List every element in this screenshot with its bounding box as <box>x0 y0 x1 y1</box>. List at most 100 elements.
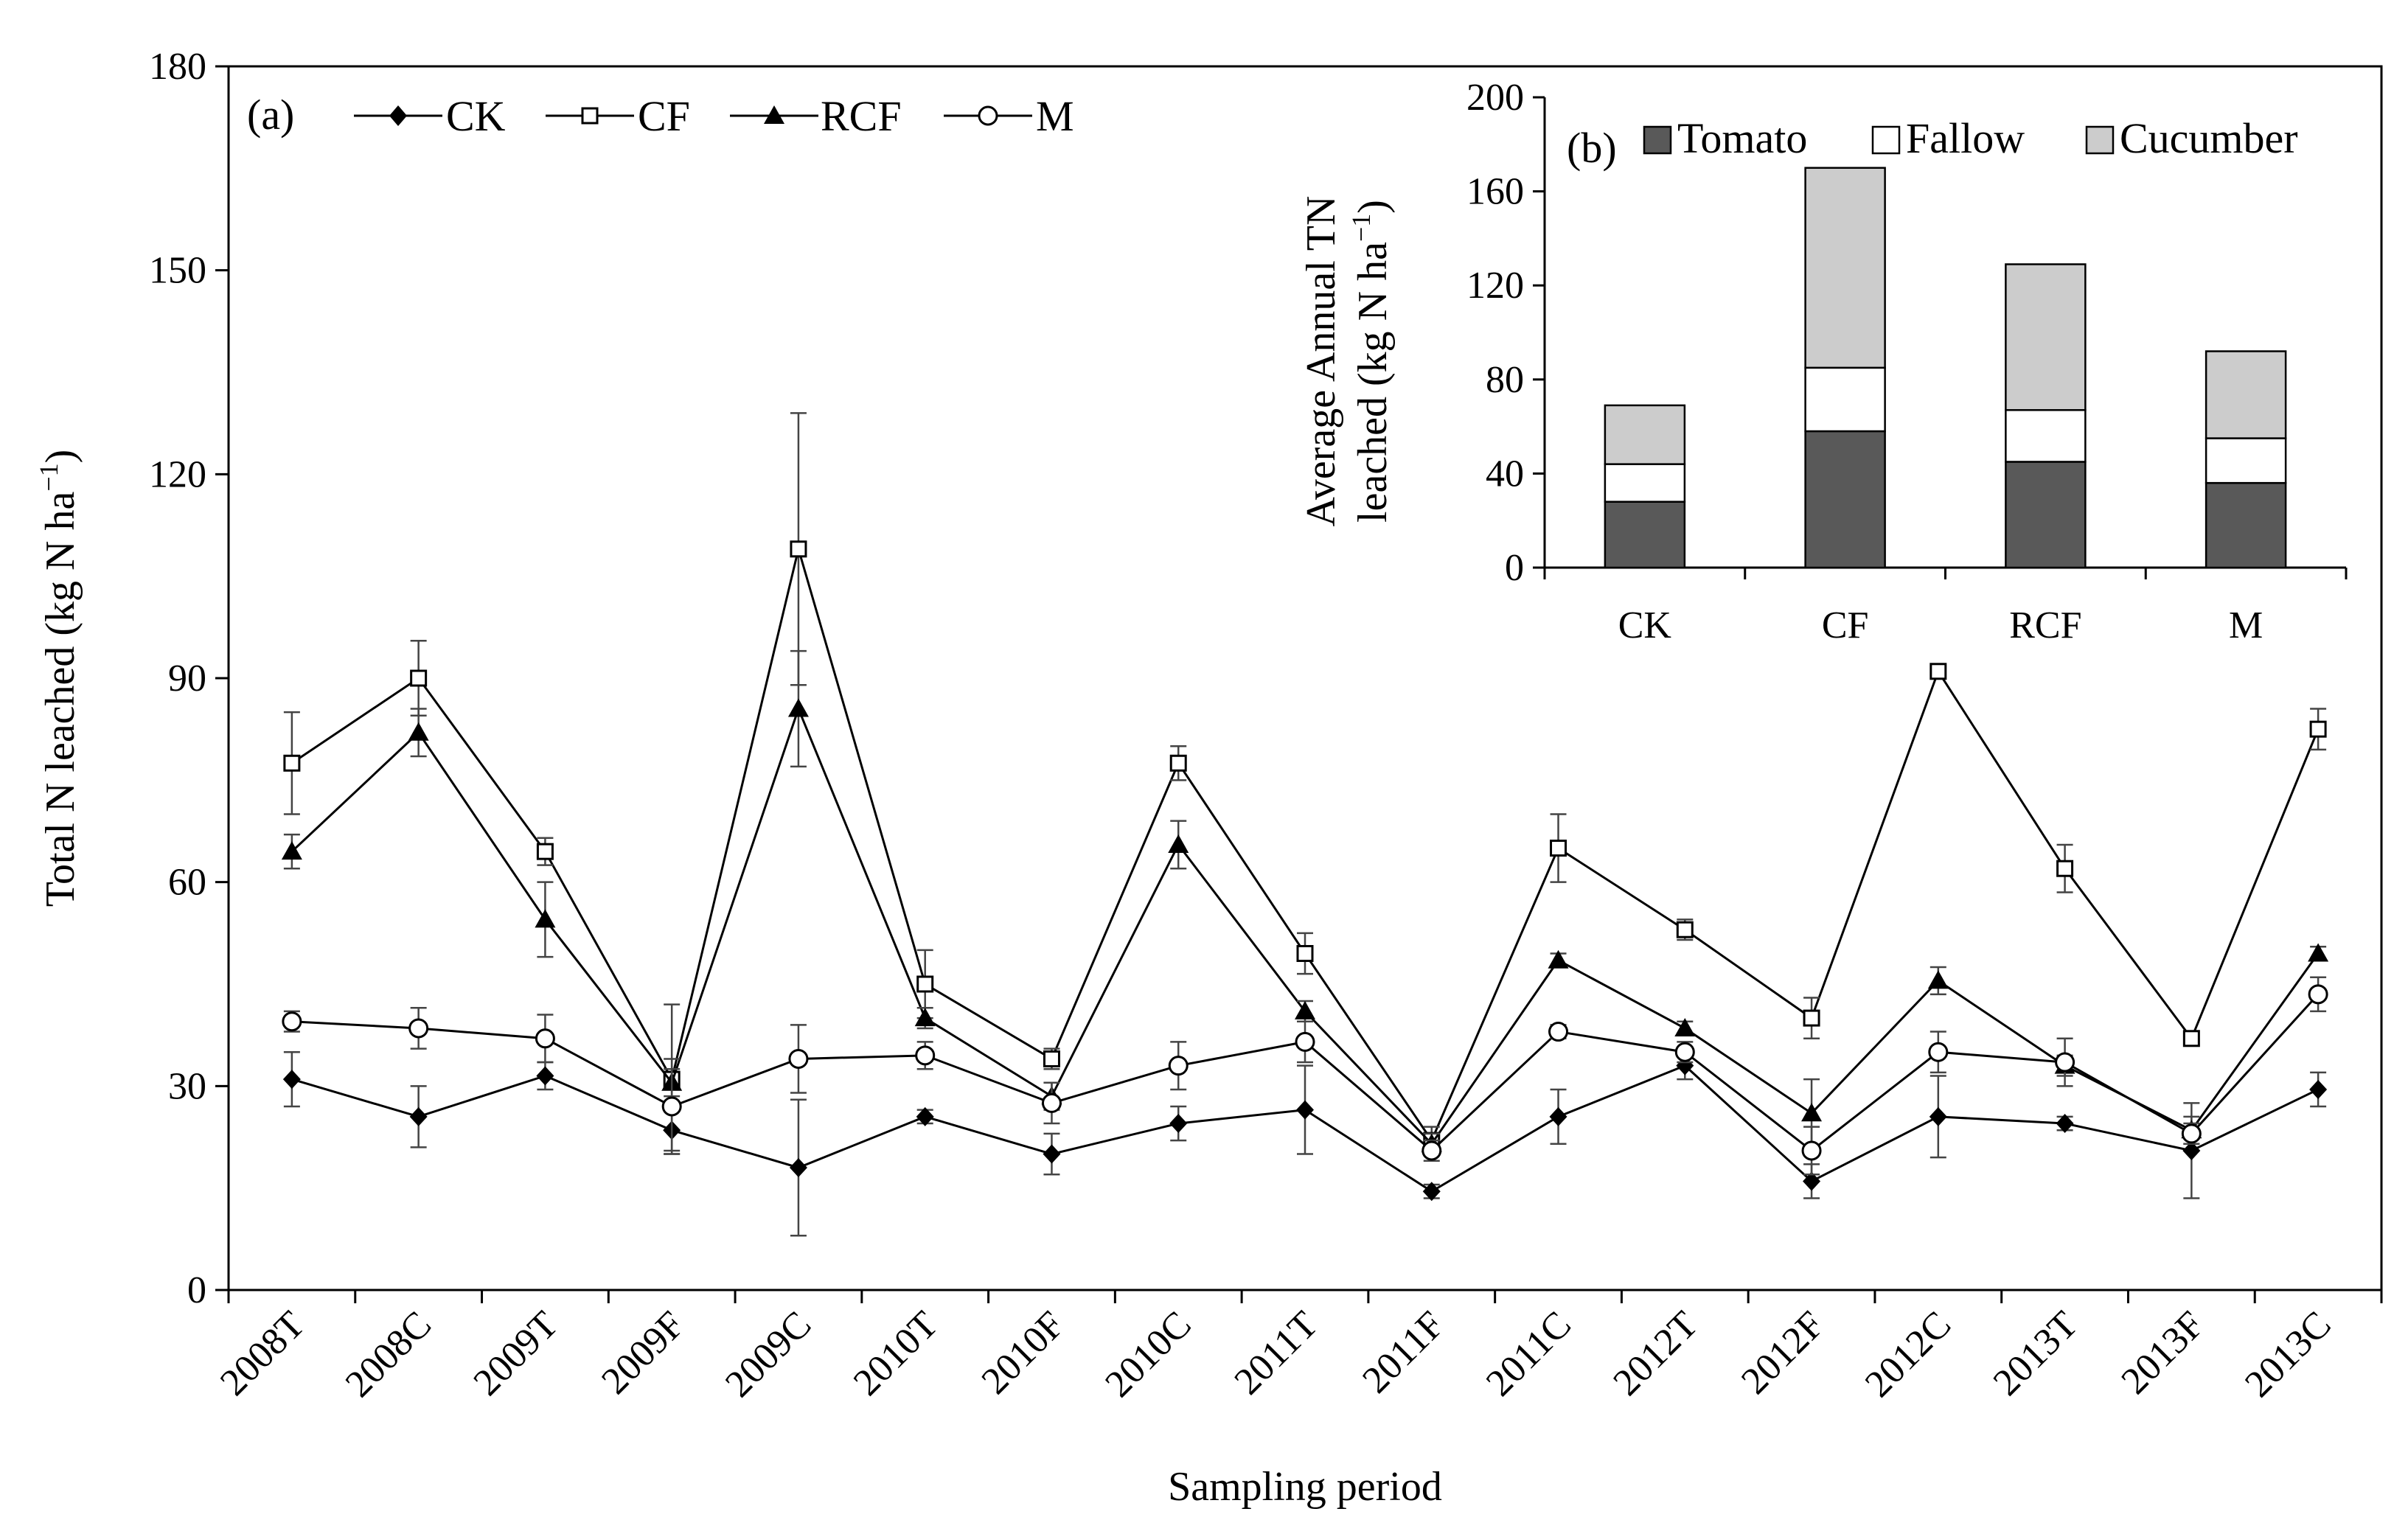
x-tick-label: 2011C <box>1478 1303 1579 1404</box>
panel-a-y-axis-title-close: ) <box>38 450 83 464</box>
series-m <box>282 976 2328 1176</box>
data-point-m <box>1168 1056 1189 1076</box>
legend-label-fallow: Fallow <box>1906 114 2025 162</box>
x-tick-label: 2012C <box>1857 1303 1959 1405</box>
panel-a-y-axis-title-sup: −1 <box>34 463 63 491</box>
bar-segment-fallow <box>1804 366 1886 433</box>
legend-swatch-tomato <box>1643 125 1672 155</box>
legend-label-m: M <box>1036 92 1074 140</box>
legend-label-rcf: RCF <box>821 92 902 140</box>
legend-label-ck: CK <box>446 92 506 140</box>
y-tick-label: 90 <box>168 658 206 700</box>
data-point-cf <box>1929 663 1947 680</box>
bar-segment-cucumber <box>2205 350 2287 439</box>
bar-segment-tomato <box>1804 430 1886 569</box>
data-point-cf <box>1803 1009 1820 1027</box>
data-point-m <box>1674 1042 1695 1062</box>
y-tick-label: 150 <box>149 250 206 292</box>
inset-y-tick-label: 120 <box>1466 265 1524 307</box>
data-point-cf <box>1169 754 1187 772</box>
x-tick-label: 2008C <box>338 1303 439 1405</box>
bar-segment-tomato <box>2205 481 2287 569</box>
x-tick-label: 2008T <box>212 1303 313 1404</box>
data-point-m <box>788 1048 809 1069</box>
panel-a-x-axis-title: Sampling period <box>1168 1464 1442 1510</box>
inset-x-tick-label: CK <box>1618 604 1672 646</box>
data-point-cf <box>1550 840 1567 857</box>
data-point-ck <box>536 1066 554 1086</box>
legend-marker-m <box>978 105 998 126</box>
panel-b-y-axis-title-line1: Average Annual TN <box>1298 196 1344 527</box>
legend-marker-ck <box>389 105 407 126</box>
data-point-m <box>1928 1042 1949 1062</box>
x-tick-label: 2009C <box>717 1303 819 1405</box>
legend-swatch-fallow <box>1871 125 1901 155</box>
y-tick-label: 60 <box>168 862 206 904</box>
data-point-cf <box>790 540 807 558</box>
x-tick-label: 2012T <box>1605 1303 1705 1404</box>
panel-b-label: (b) <box>1567 124 1617 172</box>
data-point-ck <box>1043 1144 1061 1164</box>
data-point-rcf <box>2308 943 2329 962</box>
data-point-m <box>1548 1022 1569 1042</box>
x-tick-label: 2013F <box>2114 1303 2213 1402</box>
panel-a-series-group <box>281 412 2329 1237</box>
x-tick-label: 2010T <box>846 1303 946 1404</box>
x-tick-label: 2010C <box>1097 1303 1199 1405</box>
data-point-cf <box>2309 720 2327 738</box>
data-point-cf <box>536 843 554 860</box>
bar-segment-tomato <box>1604 501 1686 569</box>
data-point-m <box>535 1028 555 1049</box>
panel-a-y-axis-title-main: Total N leached (kg N ha <box>38 492 83 907</box>
x-tick-label: 2009T <box>466 1303 566 1404</box>
y-tick-label: 120 <box>149 453 206 495</box>
bar-segment-fallow <box>1604 463 1686 503</box>
x-tick-label: 2012F <box>1733 1303 1832 1402</box>
data-point-ck <box>2056 1114 2074 1134</box>
inset-y-tick-label: 0 <box>1505 547 1524 589</box>
panel-b-y-axis-title-line2: leached (kg N ha <box>1350 242 1396 523</box>
data-point-ck <box>789 1158 807 1177</box>
data-point-cf <box>410 669 428 687</box>
data-point-rcf <box>1674 1017 1696 1036</box>
x-tick-label: 2010F <box>974 1303 1073 1402</box>
data-point-cf <box>283 754 301 772</box>
data-point-m <box>1041 1092 1062 1113</box>
inset-y-tick-label: 40 <box>1486 453 1524 495</box>
data-point-ck <box>1169 1114 1188 1134</box>
bar-segment-fallow <box>2205 437 2287 484</box>
bar-segment-fallow <box>2005 409 2087 463</box>
y-tick-label: 0 <box>187 1269 206 1311</box>
data-point-rcf <box>535 909 556 928</box>
bar-segment-cucumber <box>1804 167 1886 369</box>
x-tick-label: 2013C <box>2237 1303 2339 1405</box>
data-point-m <box>408 1018 429 1039</box>
data-point-rcf <box>1801 1103 1823 1122</box>
data-point-rcf <box>408 722 429 741</box>
data-point-cf <box>916 975 934 993</box>
data-point-ck <box>1929 1106 1947 1126</box>
legend-marker-cf <box>581 107 599 125</box>
x-tick-label: 2009F <box>594 1303 692 1402</box>
series-ck <box>282 1050 2328 1237</box>
legend-label-tomato: Tomato <box>1677 114 1807 162</box>
legend-label-cucumber: Cucumber <box>2120 114 2298 162</box>
y-tick-label: 180 <box>149 46 206 88</box>
inset-x-tick-label: CF <box>1822 604 1869 646</box>
data-point-cf <box>1296 945 1314 962</box>
bar-segment-cucumber <box>2005 263 2087 411</box>
panel-a-x-axis: 2008T 2008C 2009T 2009F 2009C 2010T 2010F 2010C… <box>212 1290 2383 1406</box>
data-point-cf <box>2182 1030 2200 1047</box>
panel-b-y-axis-title-sup: −1 <box>1346 214 1376 242</box>
data-point-cf <box>1676 921 1694 938</box>
panel-a-legend: CK CF RCF M <box>354 92 1074 140</box>
data-point-cf <box>1043 1050 1060 1067</box>
inset-y-tick-label: 200 <box>1466 77 1524 119</box>
data-point-m <box>1295 1031 1315 1052</box>
panel-b-inset: 0 40 80 120 160 200 CK CF RCF M (b) Tomato Fallo… <box>1290 77 2359 656</box>
y-tick-label: 30 <box>168 1065 206 1107</box>
data-point-rcf <box>1927 970 1949 989</box>
data-point-ck <box>2182 1140 2201 1160</box>
data-point-ck <box>1803 1171 1821 1191</box>
